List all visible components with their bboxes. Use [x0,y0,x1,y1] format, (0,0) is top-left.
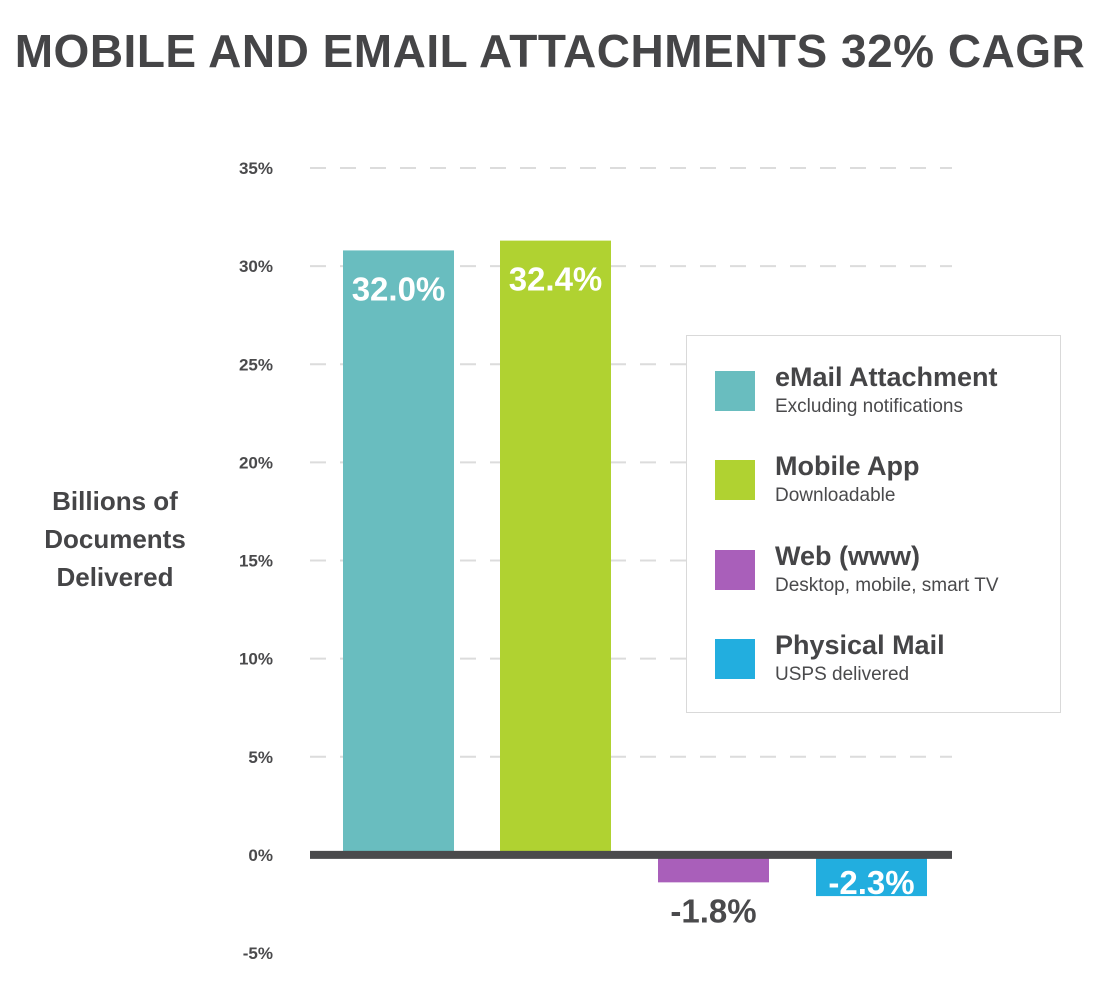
y-tick-label: 35% [239,159,273,178]
bar [816,854,927,897]
y-tick-label: 15% [239,552,273,571]
y-axis-label-line: Documents [44,524,186,554]
legend-description: Downloadable [775,485,896,506]
legend-description: Desktop, mobile, smart TV [775,575,999,596]
y-tick-label: -5% [243,944,273,963]
data-label: 32.0% [352,270,446,307]
data-label: -2.3% [828,864,914,901]
zero-axis-line [310,850,952,859]
legend-swatch [715,460,755,500]
data-label: -1.8% [670,892,756,929]
legend-swatch [715,550,755,590]
y-axis-label-line: Delivered [56,562,174,592]
legend-item-web: Web (www) Desktop, mobile, smart TV [715,541,1045,603]
legend-item-mobile: Mobile App Downloadable [715,451,1045,513]
y-tick-label: 20% [239,453,273,472]
chart-title: MOBILE AND EMAIL ATTACHMENTS 32% CAGR [14,25,1086,77]
y-tick-label: 0% [248,846,273,865]
y-tick-label: 30% [239,257,273,276]
y-tick-label: 10% [239,650,273,669]
bar [343,250,454,855]
legend-description: Excluding notifications [775,396,963,417]
y-tick-label: 25% [239,355,273,374]
legend-description: USPS delivered [775,664,910,685]
legend-name: Web (www) [775,541,920,571]
y-axis-label-line: Billions of [52,486,178,516]
legend-name: eMail Attachment [775,362,998,392]
y-axis-label: Billions of Documents Delivered [20,482,210,596]
legend-item-physical-mail: Physical Mail USPS delivered [715,630,1045,692]
legend: eMail Attachment Excluding notifications… [686,335,1061,713]
data-label: 32.4% [509,261,603,298]
legend-item-email: eMail Attachment Excluding notifications [715,362,1045,424]
y-tick-label: 5% [248,748,273,767]
bar [658,854,769,883]
legend-name: Physical Mail [775,630,945,660]
legend-name: Mobile App [775,451,920,481]
bar [500,240,611,855]
legend-swatch [715,371,755,411]
legend-swatch [715,639,755,679]
